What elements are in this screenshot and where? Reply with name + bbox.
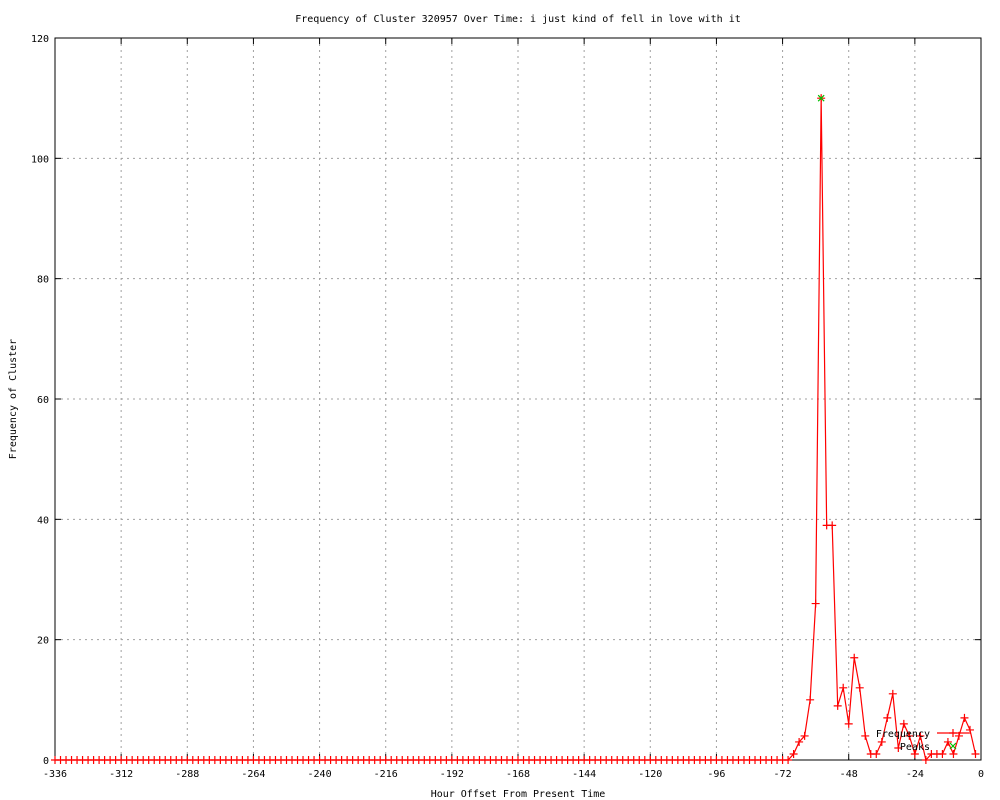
legend: Frequency Peaks [876, 729, 969, 753]
series-layer [51, 94, 980, 764]
series-frequency [51, 94, 980, 764]
x-tick-label: -24 [906, 769, 924, 780]
data-point [861, 731, 870, 740]
data-point [921, 756, 930, 764]
data-point [828, 521, 837, 530]
series-peaks [817, 94, 825, 102]
data-point [850, 653, 859, 662]
data-point [844, 719, 853, 728]
y-tick-label: 80 [37, 275, 49, 286]
x-tick-label: -192 [440, 769, 464, 780]
data-point [806, 695, 815, 704]
x-tick-label: -216 [374, 769, 398, 780]
data-point [833, 701, 842, 710]
data-point [800, 731, 809, 740]
data-point [839, 683, 848, 692]
peak-point [817, 94, 825, 102]
data-point [899, 719, 908, 728]
legend-sample-frequency-marker [949, 729, 957, 737]
legend-sample-peaks-marker [949, 742, 957, 750]
data-point [960, 713, 969, 722]
data-point [894, 743, 903, 752]
y-tick-label: 20 [37, 636, 49, 647]
data-point [877, 737, 886, 746]
data-point [965, 725, 974, 734]
data-point [784, 756, 793, 764]
x-tick-label: -288 [175, 769, 199, 780]
x-tick-label: -168 [506, 769, 530, 780]
data-point [905, 731, 914, 740]
legend-label-peaks: Peaks [900, 742, 930, 753]
x-tick-label: 0 [978, 769, 984, 780]
data-point [789, 749, 798, 758]
series-line [55, 98, 977, 762]
data-point [971, 749, 980, 758]
data-point [795, 737, 804, 746]
axis-ticks: -336 -312 -288 -264 -240 -216 -192 -168 -144 -120… [31, 34, 984, 780]
x-tick-label: -120 [638, 769, 662, 780]
data-point [938, 749, 947, 758]
data-point [883, 713, 892, 722]
grid-lines [55, 38, 981, 760]
x-tick-label: -144 [572, 769, 596, 780]
y-tick-label: 100 [31, 154, 49, 165]
x-tick-label: -264 [241, 769, 265, 780]
data-point [910, 749, 919, 758]
data-point [811, 599, 820, 608]
y-tick-label: 0 [43, 756, 49, 767]
x-tick-label: -48 [840, 769, 858, 780]
x-tick-label: -96 [707, 769, 725, 780]
data-point [949, 749, 958, 758]
legend-label-frequency: Frequency [876, 729, 930, 740]
y-axis-label: Frequency of Cluster [8, 339, 19, 459]
x-axis-label: Hour Offset From Present Time [431, 789, 606, 800]
x-tick-label: -72 [774, 769, 792, 780]
y-tick-label: 40 [37, 515, 49, 526]
data-point [872, 749, 881, 758]
data-point [916, 731, 925, 740]
x-tick-label: -312 [109, 769, 133, 780]
y-tick-label: 120 [31, 34, 49, 45]
x-tick-label: -336 [43, 769, 67, 780]
data-point [943, 737, 952, 746]
x-tick-label: -240 [308, 769, 332, 780]
chart-title: Frequency of Cluster 320957 Over Time: i… [295, 14, 741, 25]
data-point [855, 683, 864, 692]
y-tick-label: 60 [37, 395, 49, 406]
data-point [888, 689, 897, 698]
